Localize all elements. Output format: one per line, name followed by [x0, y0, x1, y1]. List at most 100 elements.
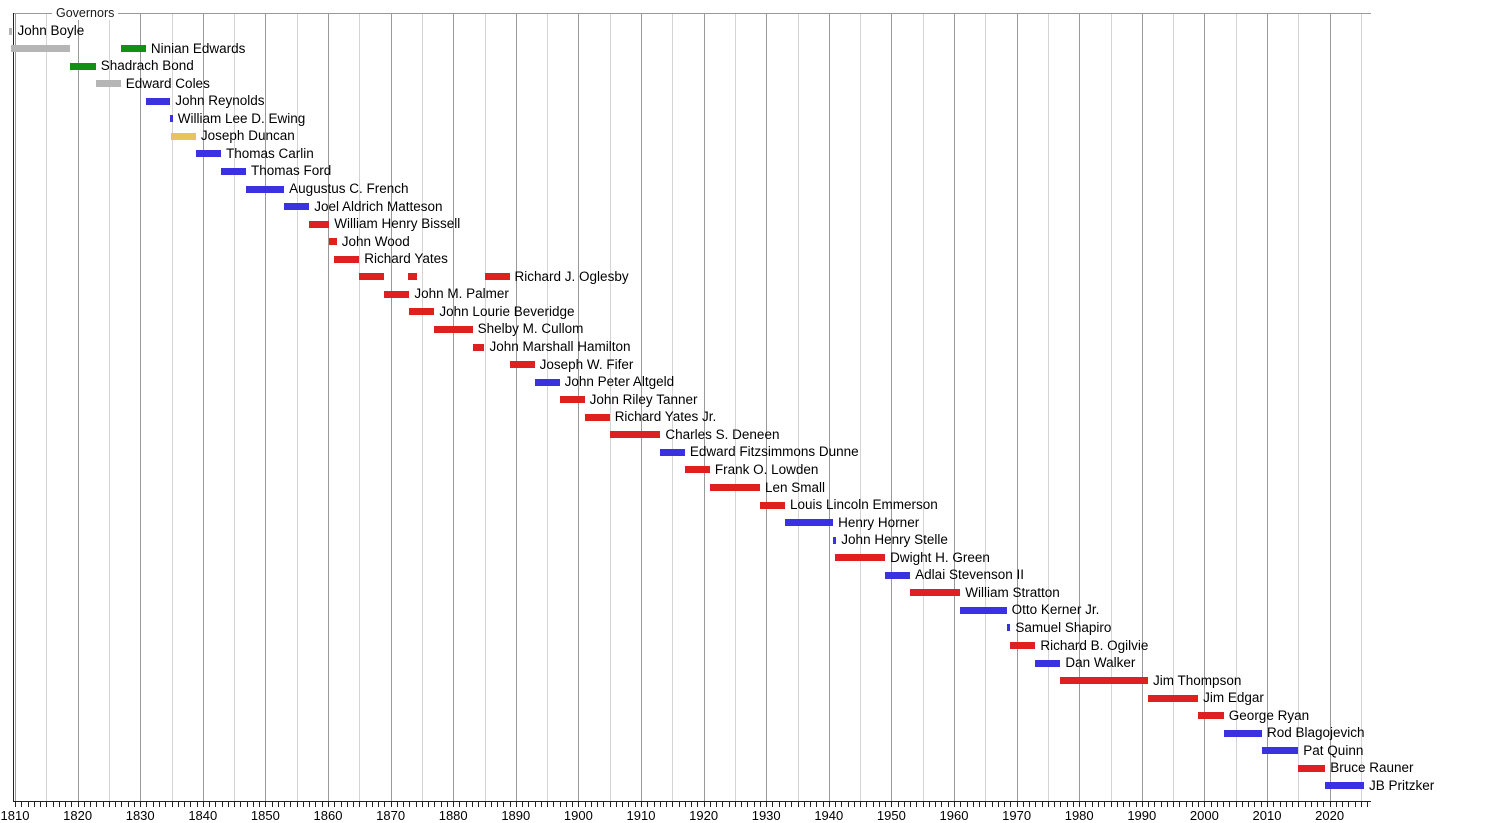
major-gridline: [390, 13, 392, 801]
axis-tick: [1166, 802, 1168, 807]
axis-tick: [954, 802, 955, 807]
axis-tick: [503, 802, 505, 807]
axis-tick: [296, 802, 298, 807]
axis-tick: [553, 802, 555, 807]
axis-tick: [1129, 802, 1131, 807]
axis-tick-label: 1870: [376, 808, 406, 823]
term-bar: [384, 290, 410, 298]
plot-top-border: [13, 13, 1371, 14]
axis-tick: [1304, 802, 1306, 807]
axis-tick: [415, 802, 417, 807]
term-bar: [359, 273, 385, 281]
term-bar: [284, 203, 310, 211]
axis-tick: [403, 802, 405, 807]
axis-tick: [1342, 802, 1344, 807]
term-bar: [409, 308, 435, 316]
axis-tick-label: 1890: [501, 808, 531, 823]
minor-gridline: [1047, 13, 1049, 801]
axis-tick: [784, 802, 786, 807]
plot-left-border: [13, 13, 14, 801]
term-bar: [885, 571, 911, 579]
term-bar: [1010, 642, 1036, 650]
major-gridline: [202, 13, 204, 801]
axis-tick: [534, 802, 536, 807]
axis-tick: [897, 802, 899, 807]
term-bar: [145, 97, 171, 105]
axis-tick: [1279, 802, 1281, 807]
major-gridline: [265, 13, 267, 801]
axis-tick: [603, 802, 605, 807]
governor-label: Adlai Stevenson II: [915, 567, 1024, 583]
axis-tick: [565, 802, 567, 807]
term-bar: [8, 27, 13, 35]
governor-label: Shelby M. Cullom: [477, 321, 584, 337]
axis-tick: [290, 802, 292, 807]
axis-tick: [1141, 802, 1143, 807]
axis-tick: [446, 802, 448, 807]
axis-tick: [378, 802, 380, 807]
axis-tick: [52, 802, 54, 807]
axis-tick: [1310, 802, 1312, 807]
major-gridline: [1016, 13, 1018, 801]
governor-label: Joseph W. Fifer: [539, 356, 634, 372]
major-gridline: [1267, 13, 1268, 801]
axis-tick: [1223, 802, 1225, 807]
axis-tick-label: 1850: [250, 808, 280, 823]
minor-gridline: [734, 13, 736, 801]
axis-tick: [1204, 802, 1206, 807]
axis-tick: [1054, 802, 1056, 807]
axis-tick-label: 1990: [1127, 808, 1157, 823]
major-gridline: [641, 13, 642, 801]
axis-tick: [728, 802, 730, 807]
axis-tick: [1198, 802, 1200, 807]
axis-tick: [321, 802, 323, 807]
axis-tick: [1229, 802, 1231, 807]
axis-tick: [916, 802, 918, 807]
axis-tick: [1241, 802, 1243, 807]
axis-tick: [1235, 802, 1237, 807]
axis-tick-label: 1980: [1064, 808, 1094, 823]
governor-label: Len Small: [764, 479, 825, 495]
axis-tick: [1104, 802, 1106, 807]
axis-tick: [540, 802, 542, 807]
axis-tick: [1292, 802, 1294, 807]
axis-tick: [271, 802, 273, 807]
axis-tick: [227, 802, 229, 807]
term-bar: [95, 80, 121, 88]
axis-tick: [171, 802, 173, 807]
axis-tick: [396, 802, 398, 807]
axis-tick: [1047, 802, 1049, 807]
axis-tick: [346, 802, 348, 807]
axis-tick: [791, 802, 793, 807]
term-bar: [1325, 782, 1364, 790]
major-gridline: [453, 13, 455, 801]
axis-tick: [803, 802, 805, 807]
minor-gridline: [359, 13, 361, 801]
axis-tick: [653, 802, 655, 807]
governor-label: Pat Quinn: [1303, 742, 1364, 758]
term-bar: [1198, 712, 1224, 720]
axis-tick: [1154, 802, 1156, 807]
axis-tick: [641, 802, 642, 807]
axis-tick: [409, 802, 411, 807]
axis-tick: [885, 802, 887, 807]
axis-tick: [766, 802, 768, 807]
governor-label: Richard Yates Jr.: [614, 409, 717, 425]
term-bar: [170, 115, 173, 123]
axis-tick: [15, 802, 16, 807]
axis-tick: [960, 802, 962, 807]
axis-tick: [584, 802, 586, 807]
axis-tick: [1016, 802, 1018, 807]
minor-gridline: [171, 13, 173, 801]
term-bar: [195, 150, 221, 158]
axis-tick: [716, 802, 718, 807]
term-bar: [660, 448, 685, 456]
term-bar: [70, 62, 96, 70]
axis-tick: [40, 802, 42, 807]
axis-tick: [365, 802, 367, 807]
minor-gridline: [1360, 13, 1362, 801]
axis-tick: [972, 802, 974, 807]
axis-tick: [90, 802, 92, 807]
axis-tick: [797, 802, 799, 807]
axis-tick: [140, 802, 142, 807]
